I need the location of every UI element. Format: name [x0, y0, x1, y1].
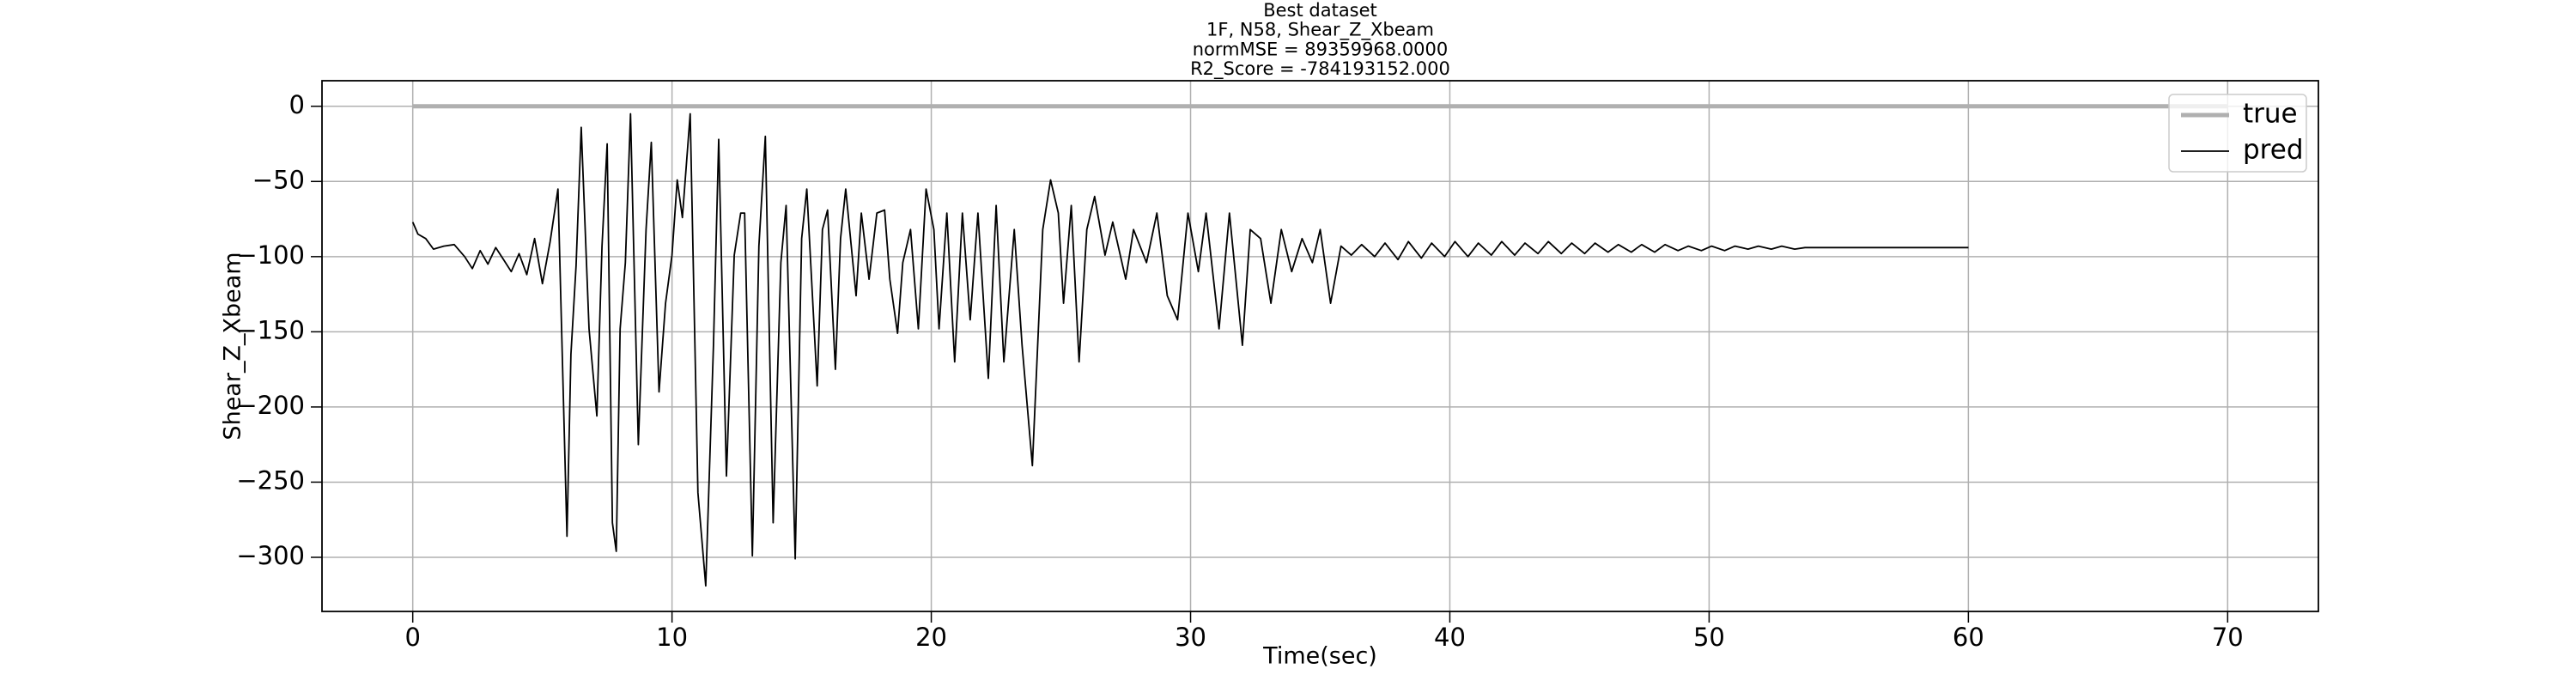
y-tick-label: −150 [236, 315, 305, 344]
x-tick-label: 20 [915, 623, 947, 652]
chart-title: Best dataset [1263, 0, 1377, 21]
chart-title: normMSE = 89359968.0000 [1193, 39, 1449, 59]
x-tick-label: 40 [1434, 623, 1466, 652]
x-tick-label: 30 [1175, 623, 1206, 652]
chart-title: 1F, N58, Shear_Z_Xbeam [1206, 20, 1434, 41]
x-axis-label: Time(sec) [1262, 643, 1377, 670]
y-tick-label: −50 [252, 165, 305, 194]
x-tick-label: 0 [404, 623, 420, 652]
y-tick-label: −200 [236, 391, 305, 420]
legend: true pred [2168, 94, 2307, 173]
y-axis-label: Shear_Z_Xbeam [220, 252, 246, 440]
axes-frame [321, 80, 2319, 612]
x-tick-label: 60 [1953, 623, 1984, 652]
x-tick-label: 50 [1693, 623, 1725, 652]
chart-title: R2_Score = -784193152.000 [1190, 58, 1450, 80]
legend-label: true [2243, 99, 2298, 130]
legend-label: pred [2243, 135, 2304, 166]
y-tick-label: −100 [236, 240, 305, 270]
y-tick-label: −300 [236, 541, 305, 570]
x-tick-label: 70 [2212, 623, 2244, 652]
y-tick-label: 0 [289, 90, 305, 119]
y-tick-label: −250 [236, 465, 305, 495]
x-tick-label: 10 [656, 623, 688, 652]
data-line [411, 112, 1969, 587]
